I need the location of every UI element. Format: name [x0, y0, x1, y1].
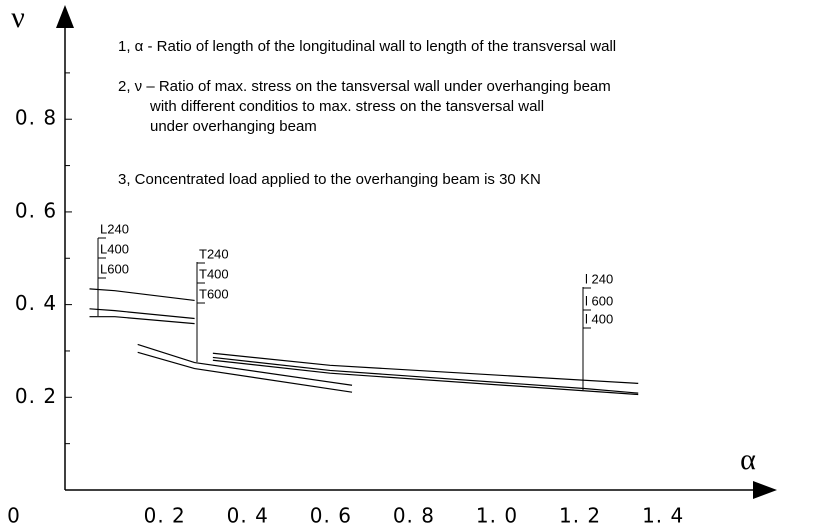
- group-label: L400: [100, 241, 129, 256]
- series-line: [137, 343, 353, 386]
- x-tick-label: 0. 4: [227, 504, 269, 528]
- y-tick-label: 0. 4: [15, 291, 57, 315]
- series-line: [137, 351, 353, 393]
- x-tick-label: 1. 0: [476, 504, 518, 528]
- group-label: L600: [100, 261, 129, 276]
- x-tick-label: 0. 2: [144, 504, 186, 528]
- x-tick-label: 1. 2: [559, 504, 601, 528]
- series-line: [89, 316, 195, 325]
- note: under overhanging beam: [150, 118, 317, 135]
- series-line: [212, 359, 639, 396]
- note: with different conditios to max. stress …: [149, 98, 544, 115]
- note: 2, ν – Ratio of max. stress on the tansv…: [118, 78, 611, 95]
- y-tick-label: 0. 2: [15, 384, 57, 408]
- y-axis-label: ν: [11, 1, 25, 34]
- series-line: [212, 356, 639, 394]
- series-line: [212, 352, 639, 385]
- group-label: T600: [199, 286, 229, 301]
- origin-label: 0: [7, 504, 21, 528]
- group-label: l 400: [585, 311, 613, 326]
- group-label: L240: [100, 221, 129, 236]
- group-label: T400: [199, 266, 229, 281]
- x-tick-label: 1. 4: [642, 504, 684, 528]
- x-tick-label: 0. 8: [393, 504, 435, 528]
- x-axis-label: α: [740, 443, 756, 476]
- y-arrow: [56, 5, 74, 28]
- x-arrow: [753, 481, 777, 499]
- x-tick-label: 0. 6: [310, 504, 352, 528]
- note: 3, Concentrated load applied to the over…: [118, 171, 541, 188]
- group-label: T240: [199, 246, 229, 261]
- group-label: l 600: [585, 293, 613, 308]
- y-tick-label: 0. 6: [15, 198, 57, 222]
- y-tick-label: 0. 8: [15, 106, 57, 130]
- group-label: l 240: [585, 271, 613, 286]
- note: 1, α - Ratio of length of the longitudin…: [118, 38, 616, 55]
- series-line: [89, 288, 195, 302]
